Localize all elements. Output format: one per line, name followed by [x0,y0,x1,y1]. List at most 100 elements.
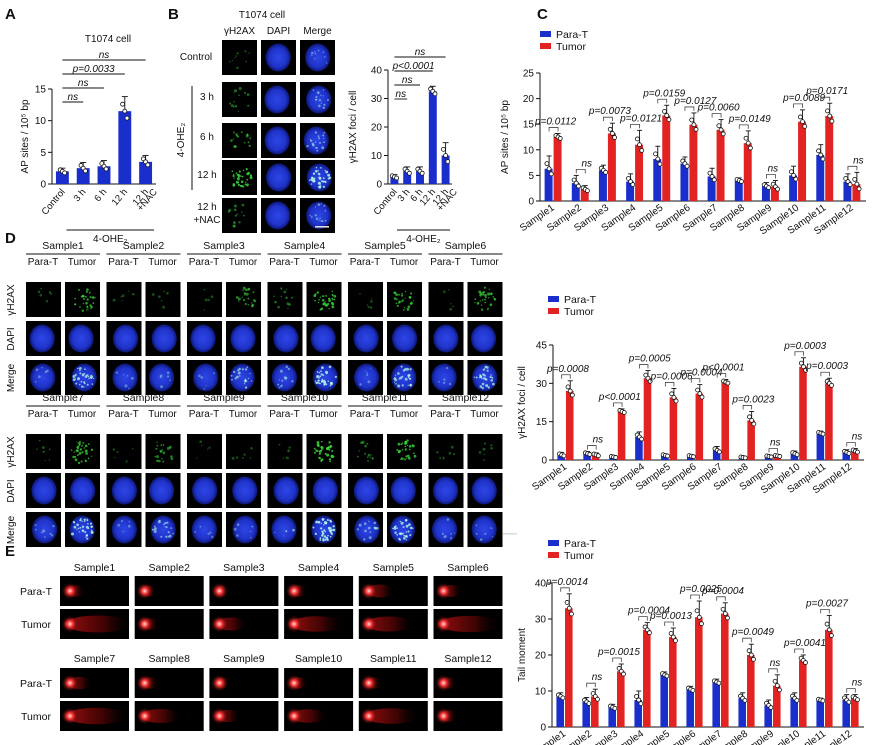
focus-dot [491,527,493,529]
comet-tile [60,668,129,698]
focus-dot [245,288,248,292]
focus-dot [76,528,78,530]
focus-dot [238,297,241,301]
p-label: p=0.0112 [534,116,577,127]
micrograph-tile [65,434,100,469]
bar [139,161,153,184]
bar [689,124,698,201]
y-tick-label: 20 [535,651,547,662]
focus-dot [44,370,47,374]
focus-dot [398,293,400,296]
focus-dot [487,386,490,389]
focus-dot [314,58,316,60]
focus-dot [401,532,404,535]
sample-header: Sample1 [74,562,116,574]
focus-dot [80,380,83,383]
focus-dot [166,292,169,295]
focus-dot [316,441,320,444]
bar [716,129,725,201]
focus-dot [81,520,83,522]
tile-bg [348,434,383,469]
focus-dot [86,374,89,377]
data-point [647,378,653,384]
x-tick-label: Control [40,187,68,218]
bar [695,617,703,727]
micrograph-tile [306,360,342,395]
focus-dot [320,373,323,376]
focus-dot [491,376,494,379]
y-tick-label: 15 [536,417,548,428]
tile-bg [428,434,464,469]
focus-dot [317,203,321,206]
focus-dot [317,301,320,304]
micrograph-tile [267,360,303,395]
focus-dot [325,521,328,524]
focus-dot [282,457,285,459]
focus-dot [166,371,170,375]
comet-head [136,615,154,633]
focus-dot [330,527,332,529]
p-bracket [684,106,695,111]
focus-dot [88,291,91,294]
tumor-header: Tumor [68,257,97,268]
focus-dot [323,141,325,144]
tile-bg [387,282,422,317]
focus-dot [395,298,398,301]
data-point [716,123,722,129]
focus-dot [324,219,327,222]
focus-dot [235,456,239,459]
focus-dot [285,529,288,533]
tumor-header: Tumor [390,409,419,420]
focus-dot [165,526,168,529]
focus-dot [323,380,327,384]
focus-dot [405,535,408,538]
legend-label: Para-T [556,29,589,41]
focus-dot [309,138,311,140]
para-t-header: Para-T [28,257,59,268]
tumor-header: Tumor [229,257,258,268]
focus-dot [312,143,315,147]
focus-dot [413,452,415,455]
micrograph-tile [300,198,335,233]
focus-dot [409,533,412,536]
focus-dot [312,180,315,183]
tumor-header: Tumor [148,257,177,268]
focus-dot [235,55,237,57]
focus-dot [199,440,202,444]
focus-dot [324,301,326,303]
focus-dot [322,302,326,306]
data-point [613,455,619,460]
focus-dot [86,309,88,311]
focus-dot [331,533,333,536]
bar [643,378,652,460]
focus-dot [155,447,158,450]
comet-tail [364,708,419,724]
comet-tile [433,668,503,698]
focus-dot [236,135,240,138]
micrograph-tile [261,123,296,158]
micro-row-label: DAPI [6,327,17,350]
data-point [699,621,704,627]
micrograph-tile [387,473,422,508]
y-tick-label: 20 [523,94,535,105]
y-tick-label: 0 [40,180,46,191]
sample-header: Sample11 [362,392,409,404]
focus-dot [312,89,315,91]
focus-dot [365,370,367,372]
micrograph-tile [348,512,383,547]
micro-col-label: Merge [303,26,332,37]
focus-dot [318,173,321,176]
focus-dot [317,135,320,138]
bar [580,189,589,201]
focus-dot [245,292,249,296]
focus-dot [327,534,329,537]
focus-dot [156,441,158,443]
data-point [557,136,563,141]
focus-dot [231,59,233,62]
focus-dot [233,220,236,223]
comet-row-label: Tumor [21,711,51,723]
focus-dot [320,203,322,205]
micrograph-tile [26,434,61,469]
